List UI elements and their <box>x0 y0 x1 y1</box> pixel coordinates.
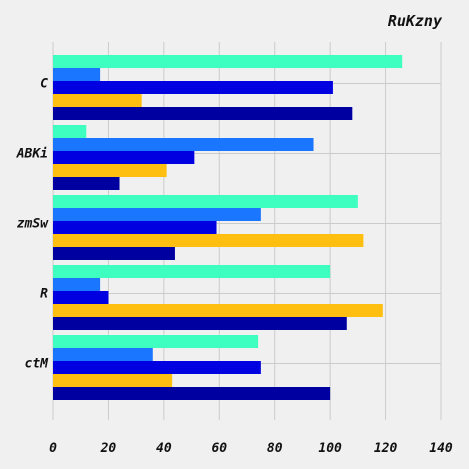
x-tick-label: 140 <box>429 441 453 456</box>
x-tick-label: 60 <box>211 441 227 456</box>
chart-title: RuKzny <box>388 12 443 30</box>
bar-C-series-2 <box>53 68 101 81</box>
bar-ctM-series-5 <box>53 387 331 400</box>
bar-R-series-2 <box>53 278 101 291</box>
bar-ctM-series-4 <box>53 374 173 387</box>
y-tick-label: C <box>40 77 48 92</box>
bar-ctM-series-3 <box>53 361 261 374</box>
bar-ABKi-series-4 <box>53 164 167 177</box>
x-tick-label: 120 <box>374 441 398 456</box>
x-tick-label: 40 <box>156 441 172 456</box>
bar-zmSw-series-2 <box>53 208 261 221</box>
x-tick-label: 0 <box>49 441 57 456</box>
bar-ABKi-series-3 <box>53 151 195 164</box>
x-tick-label: 20 <box>100 441 117 456</box>
y-tick-label: zmSw <box>17 217 49 232</box>
bar-R-series-4 <box>53 304 383 317</box>
bar-zmSw-series-1 <box>53 195 358 208</box>
bar-zmSw-series-4 <box>53 234 364 247</box>
y-tick-label: R <box>40 287 48 302</box>
bar-C-series-3 <box>53 81 333 94</box>
x-tick-label: 100 <box>318 441 342 456</box>
y-tick-label: ABKi <box>16 147 48 162</box>
bar-zmSw-series-5 <box>53 247 175 260</box>
x-tick-label: 80 <box>267 441 283 456</box>
bar-R-series-1 <box>53 265 331 278</box>
bar-ctM-series-1 <box>53 335 259 348</box>
bar-C-series-1 <box>53 55 403 68</box>
bar-ABKi-series-1 <box>53 125 87 138</box>
bar-ctM-series-2 <box>53 348 153 361</box>
y-tick-label: ctM <box>25 357 50 372</box>
bars <box>53 55 403 400</box>
bar-ABKi-series-5 <box>53 177 120 190</box>
x-tick-labels: 0 20 40 60 80 100 120 140 <box>49 441 453 456</box>
bar-R-series-5 <box>53 317 347 330</box>
bar-ABKi-series-2 <box>53 138 314 151</box>
bar-C-series-4 <box>53 94 142 107</box>
bar-C-series-5 <box>53 107 353 120</box>
bar-zmSw-series-3 <box>53 221 217 234</box>
bar-R-series-3 <box>53 291 109 304</box>
